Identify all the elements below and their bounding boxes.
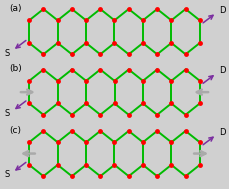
Text: (b): (b) <box>9 64 22 73</box>
Text: (c): (c) <box>9 125 21 135</box>
Text: D: D <box>219 128 226 137</box>
Text: D: D <box>219 6 226 15</box>
Text: D: D <box>219 66 226 75</box>
Text: S: S <box>4 49 9 58</box>
Text: S: S <box>4 170 9 180</box>
Text: (a): (a) <box>9 4 22 13</box>
Text: S: S <box>4 109 9 118</box>
